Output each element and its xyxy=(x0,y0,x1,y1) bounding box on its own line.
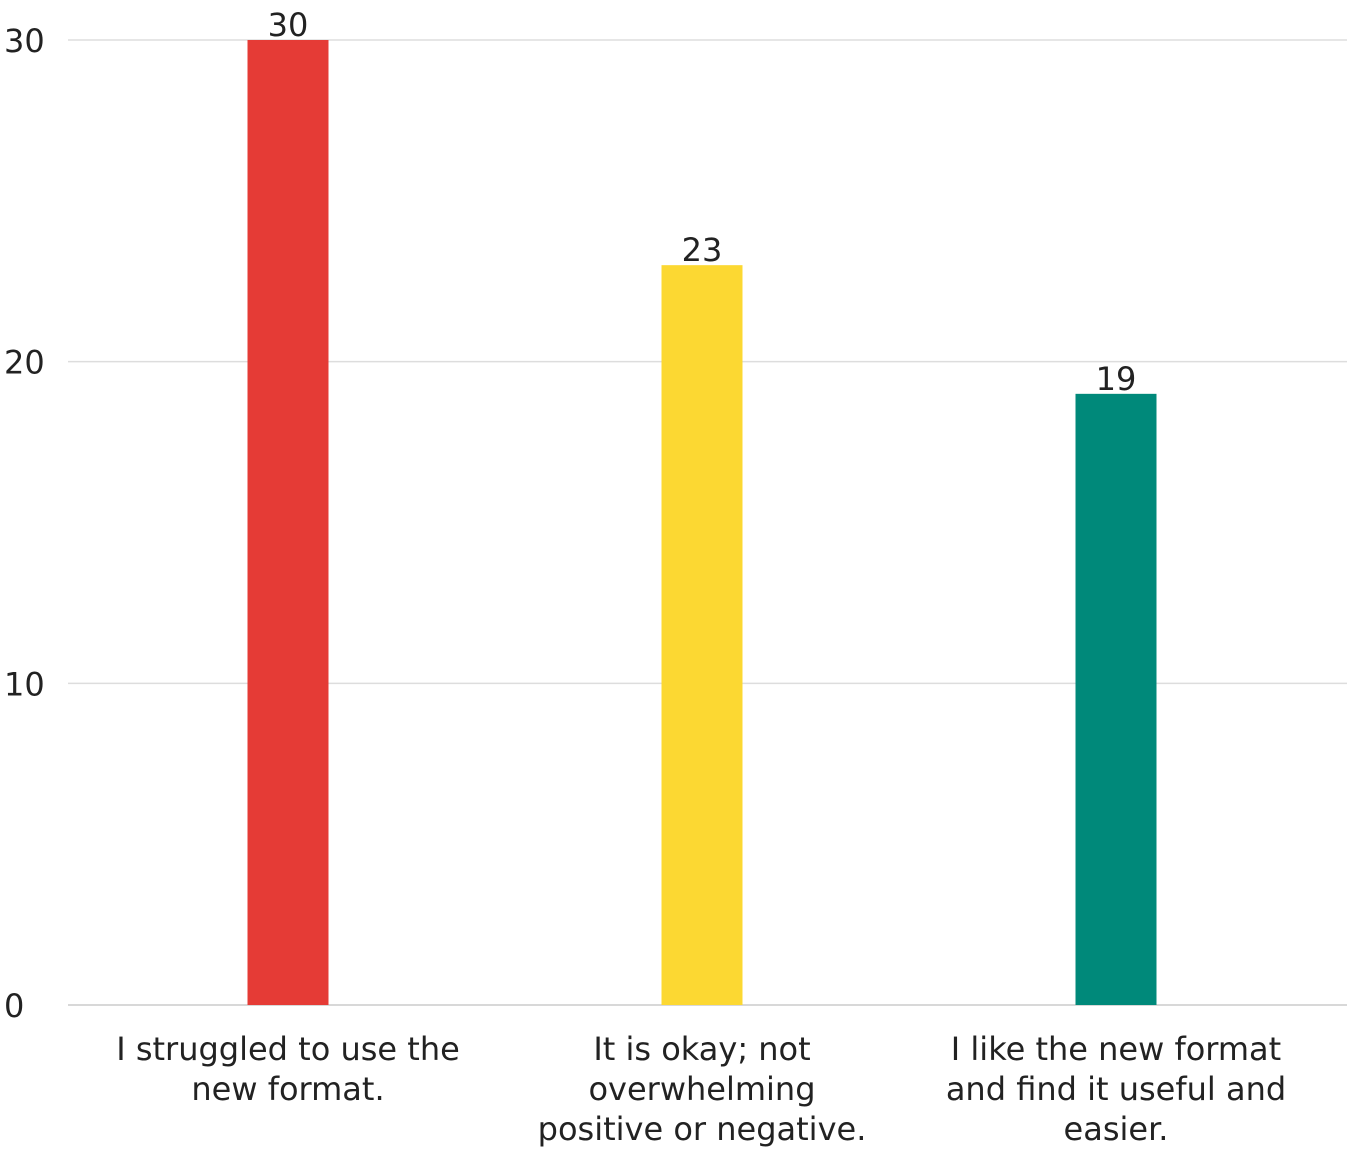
bar xyxy=(247,40,329,1005)
y-tick-label: 0 xyxy=(4,987,24,1025)
x-tick-label: I struggled to use the new format. xyxy=(116,1030,460,1108)
x-tick-label-line: overwhelming xyxy=(588,1070,815,1108)
x-tick-label-line: It is okay; not xyxy=(593,1030,810,1068)
y-tick-label: 30 xyxy=(4,22,45,60)
bar xyxy=(661,265,743,1006)
bar xyxy=(1075,393,1157,1005)
y-axis-ticks: 0 10 20 30 xyxy=(4,22,45,1025)
x-tick-label-line: positive or negative. xyxy=(538,1110,867,1148)
data-label: 23 xyxy=(682,231,723,269)
y-tick-label: 20 xyxy=(4,344,45,382)
x-tick-label-line: easier. xyxy=(1064,1110,1169,1148)
x-tick-label-line: I struggled to use the xyxy=(116,1030,460,1068)
x-tick-label-line: new format. xyxy=(191,1070,384,1108)
y-tick-label: 10 xyxy=(4,665,45,703)
category-labels: I struggled to use the new format. It is o… xyxy=(116,1030,1286,1148)
data-label: 30 xyxy=(268,6,309,44)
x-tick-label-line: and find it useful and xyxy=(946,1070,1286,1108)
x-tick-label-line: I like the new format xyxy=(951,1030,1281,1068)
x-tick-label: It is okay; not overwhelming positive or n… xyxy=(538,1030,867,1148)
bars xyxy=(247,40,1157,1006)
x-tick-label: I like the new format and find it useful … xyxy=(946,1030,1286,1148)
value-labels: 30 23 19 xyxy=(268,6,1137,398)
data-label: 19 xyxy=(1096,360,1137,398)
